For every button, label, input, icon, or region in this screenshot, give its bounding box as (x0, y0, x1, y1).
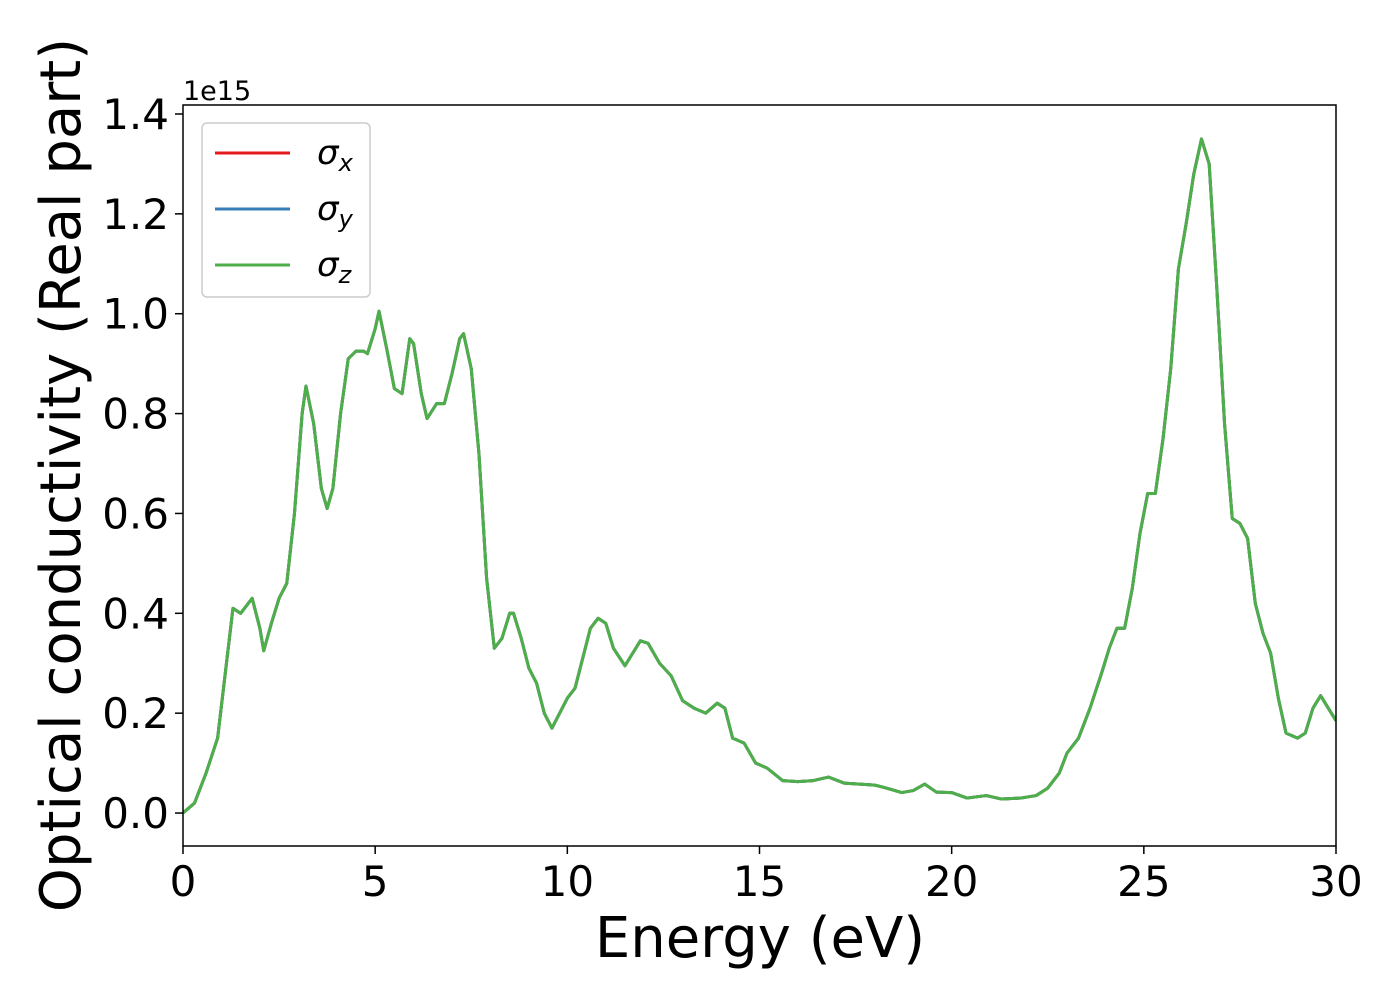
x-tick-label: 20 (925, 857, 978, 906)
x-tick-label: 15 (733, 857, 786, 906)
x-tick-label: 25 (1117, 857, 1170, 906)
y-axis-label: Optical conductivity (Real part) (29, 38, 94, 912)
y-tick-label: 0.8 (102, 390, 169, 439)
y-tick-label: 0.6 (102, 489, 169, 538)
series-line (183, 137, 1336, 815)
y-tick-label: 0.2 (102, 689, 169, 738)
plot-frame (182, 104, 1337, 847)
legend-label: σy (317, 189, 354, 233)
legend-label: σz (317, 245, 353, 289)
y-offset-label: 1e15 (183, 76, 251, 107)
y-tick-label: 1.4 (102, 90, 169, 139)
x-tick-label: 0 (170, 857, 197, 906)
x-tick-label: 30 (1309, 857, 1362, 906)
y-tick-label: 1.2 (102, 190, 169, 239)
y-tick-label: 0.0 (102, 789, 169, 838)
y-tick-label: 0.4 (102, 589, 169, 638)
y-tick-label: 1.0 (102, 290, 169, 339)
x-tick-label: 10 (541, 857, 594, 906)
x-axis-label: Energy (eV) (595, 906, 925, 971)
legend-label: σx (317, 133, 354, 177)
x-tick-label: 5 (362, 857, 389, 906)
